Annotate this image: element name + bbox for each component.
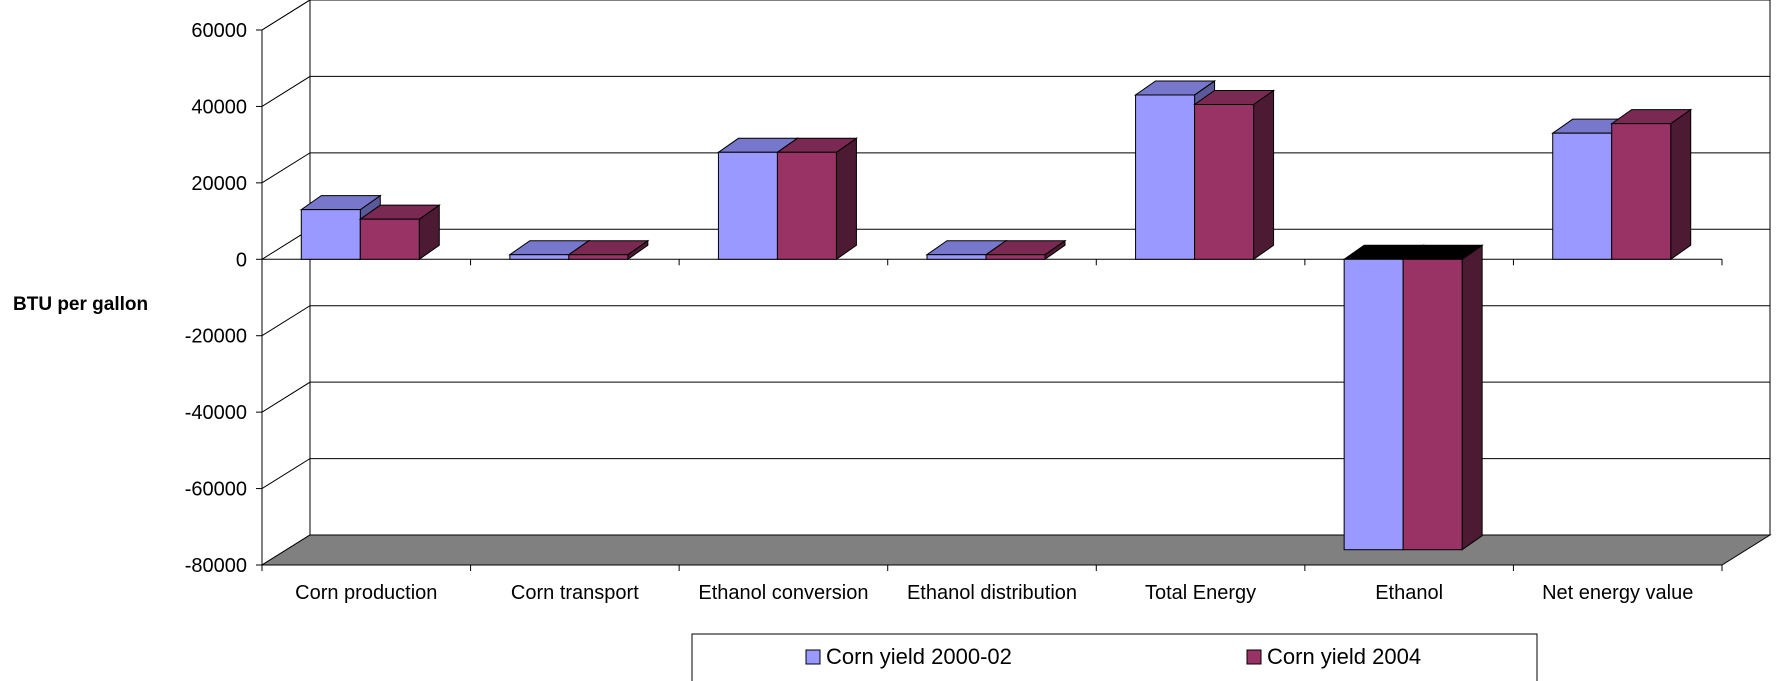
x-tick-label: Ethanol bbox=[1375, 582, 1443, 604]
y-tick-label: 60000 bbox=[191, 20, 247, 42]
x-tick-labels: Corn production Corn transport Ethanol con… bbox=[295, 582, 1693, 604]
bar bbox=[1401, 244, 1484, 551]
legend-label-series-1: Corn yield 2000-02 bbox=[826, 644, 1012, 669]
legend-box bbox=[691, 633, 1538, 681]
gridline bbox=[261, 75, 1770, 107]
bar bbox=[1610, 108, 1693, 261]
gridline bbox=[261, 152, 1770, 184]
bar-front bbox=[1402, 258, 1463, 551]
bar-side bbox=[1670, 108, 1692, 261]
bar-front bbox=[1343, 258, 1404, 551]
gridline bbox=[261, 0, 1770, 31]
y-tick-labels: 60000 40000 20000 0 -20000 -40000 -60000 -80000 bbox=[185, 20, 247, 577]
bar bbox=[984, 239, 1067, 261]
bar-front bbox=[776, 151, 837, 260]
bar-front bbox=[1552, 132, 1613, 260]
x-tick-label: Corn production bbox=[295, 582, 437, 604]
y-tick-label: 20000 bbox=[191, 173, 247, 195]
bar bbox=[1192, 89, 1276, 261]
bar-front bbox=[300, 209, 361, 260]
y-tick-label: 0 bbox=[236, 249, 247, 271]
y-tick-label: -80000 bbox=[185, 555, 247, 577]
y-axis-label: BTU per gallon bbox=[13, 294, 148, 315]
side-wall bbox=[261, 0, 311, 566]
gridline bbox=[261, 381, 1770, 413]
chart-floor bbox=[260, 534, 1772, 566]
bar-front bbox=[568, 254, 629, 260]
legend: Corn yield 2000-02 Corn yield 2004 bbox=[691, 633, 1538, 681]
x-tick-label: Total Energy bbox=[1145, 582, 1256, 604]
y-tick-label: 40000 bbox=[191, 96, 247, 118]
y-tick-label: -20000 bbox=[185, 326, 247, 348]
bar-side bbox=[1253, 89, 1275, 261]
x-tick-label: Ethanol conversion bbox=[698, 582, 868, 604]
bar-side bbox=[1461, 244, 1483, 551]
bar bbox=[775, 137, 859, 261]
chart-walls bbox=[261, 0, 1771, 566]
bar bbox=[299, 194, 382, 261]
x-tick-label: Net energy value bbox=[1542, 582, 1693, 604]
floor-plane bbox=[260, 534, 1772, 566]
bar-front bbox=[1611, 123, 1672, 260]
back-wall bbox=[309, 0, 1771, 536]
bar-front bbox=[509, 254, 570, 260]
legend-swatch-series-1 bbox=[805, 649, 821, 665]
bar-front bbox=[926, 254, 987, 260]
legend-swatch-series-2 bbox=[1246, 649, 1262, 665]
gridline bbox=[261, 305, 1770, 337]
bar-front bbox=[359, 218, 420, 260]
x-tick-label: Ethanol distribution bbox=[907, 582, 1077, 604]
bar bbox=[358, 204, 441, 261]
bar-front bbox=[985, 254, 1046, 260]
bar bbox=[567, 239, 650, 261]
bar-side bbox=[835, 137, 857, 261]
y-tick-label: -60000 bbox=[185, 479, 247, 501]
legend-label-series-2: Corn yield 2004 bbox=[1267, 644, 1421, 669]
bar-front bbox=[1135, 94, 1196, 260]
bar-front bbox=[717, 151, 778, 260]
y-tick-label: -40000 bbox=[185, 402, 247, 424]
bars bbox=[299, 80, 1693, 551]
x-tick-label: Corn transport bbox=[511, 582, 639, 604]
bar-front bbox=[1194, 104, 1255, 260]
gridlines bbox=[261, 0, 1770, 566]
gridline bbox=[261, 458, 1770, 489]
